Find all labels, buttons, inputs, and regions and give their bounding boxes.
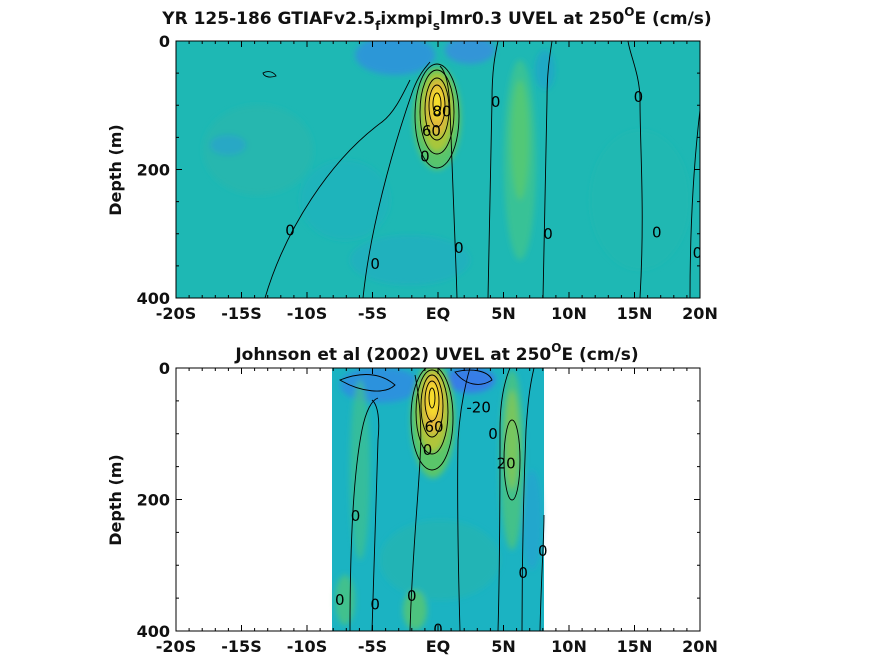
x-tick-label: -15S <box>221 637 261 656</box>
x-axis: -20S -15S -10S -5S EQ 5N 10N 15N 20N <box>156 368 718 656</box>
title-subscript-2: s <box>433 19 440 33</box>
panel-model: YR 125-186 GTIAFv2.5fixmpislmr0.3 UVEL a… <box>106 5 718 323</box>
title-superscript: O <box>624 5 634 19</box>
x-tick-label: 20N <box>682 304 718 323</box>
x-tick-label: EQ <box>426 304 451 323</box>
x-tick-label: -20S <box>156 304 196 323</box>
contour-label: 0 <box>370 596 380 614</box>
x-tick-label: -5S <box>358 304 387 323</box>
x-tick-label: 15N <box>617 637 653 656</box>
contour-label: 0 <box>538 542 548 560</box>
contour-label: 80 <box>432 103 451 121</box>
y-tick-label: 0 <box>159 359 170 378</box>
y-tick-label: 0 <box>159 32 170 51</box>
y-tick-label: 400 <box>137 289 170 308</box>
contour-label: 0 <box>351 507 361 525</box>
contour-label: -20 <box>466 398 491 416</box>
contour-label: 60 <box>425 418 444 436</box>
x-tick-label: EQ <box>426 637 451 656</box>
title-part-tail: E (cm/s) <box>635 9 712 29</box>
x-tick-label: -10S <box>287 304 327 323</box>
x-tick-label: -15S <box>221 304 261 323</box>
x-tick-label: -20S <box>156 637 196 656</box>
contour-label: 0 <box>454 239 464 257</box>
x-tick-label: 10N <box>551 304 587 323</box>
field-shading <box>203 41 690 285</box>
title-superscript: O <box>551 341 561 355</box>
panel-title: Johnson et al (2002) UVEL at 250OE (cm/s… <box>234 341 638 365</box>
y-axis-label: Depth (m) <box>106 454 125 546</box>
contour-label: 0 <box>518 564 528 582</box>
x-tick-label: 5N <box>491 637 516 656</box>
contour-label: 60 <box>422 122 441 140</box>
contour-label: 0 <box>423 441 433 459</box>
contour-label: 0 <box>652 223 662 241</box>
title-part-tail: E (cm/s) <box>561 345 638 365</box>
title-part-end: lmr0.3 UVEL at 250 <box>440 9 624 29</box>
contour-label: 0 <box>491 93 501 111</box>
x-axis: -20S -15S -10S -5S EQ 5N 10N 15N 20N <box>156 41 718 323</box>
x-tick-label: 15N <box>617 304 653 323</box>
contour-lines <box>262 41 700 298</box>
contour-label: 0 <box>488 425 498 443</box>
title-part-main: Johnson et al (2002) UVEL at 250 <box>234 345 551 365</box>
contour-lines <box>338 368 545 631</box>
y-axis-label: Depth (m) <box>106 124 125 216</box>
panel-title: YR 125-186 GTIAFv2.5fixmpislmr0.3 UVEL a… <box>161 5 711 33</box>
title-part-mid: ixmpi <box>380 9 433 29</box>
y-axis: 0 200 400 <box>137 32 700 308</box>
title-subscript-1: f <box>375 19 381 33</box>
contour-label: 0 <box>335 591 345 609</box>
contour-label: 0 <box>370 255 380 273</box>
contour-label: 20 <box>497 454 516 472</box>
x-tick-label: -10S <box>287 637 327 656</box>
contour-label: 0 <box>693 244 703 262</box>
contour-label: 0 <box>407 587 417 605</box>
y-tick-label: 200 <box>137 161 170 180</box>
y-tick-label: 200 <box>137 491 170 510</box>
x-tick-label: -5S <box>358 637 387 656</box>
contour-label: 0 <box>543 225 553 243</box>
contour-label: 0 <box>285 222 295 240</box>
y-tick-label: 400 <box>137 622 170 641</box>
x-tick-label: 20N <box>682 637 718 656</box>
field-shading <box>335 368 542 630</box>
x-tick-label: 5N <box>491 304 516 323</box>
title-part-main: YR 125-186 GTIAFv2.5 <box>161 9 375 29</box>
contour-label: 0 <box>634 88 644 106</box>
x-tick-label: 10N <box>551 637 587 656</box>
contour-label: 0 <box>420 148 430 166</box>
panel-observations: Johnson et al (2002) UVEL at 250OE (cm/s… <box>106 341 718 656</box>
